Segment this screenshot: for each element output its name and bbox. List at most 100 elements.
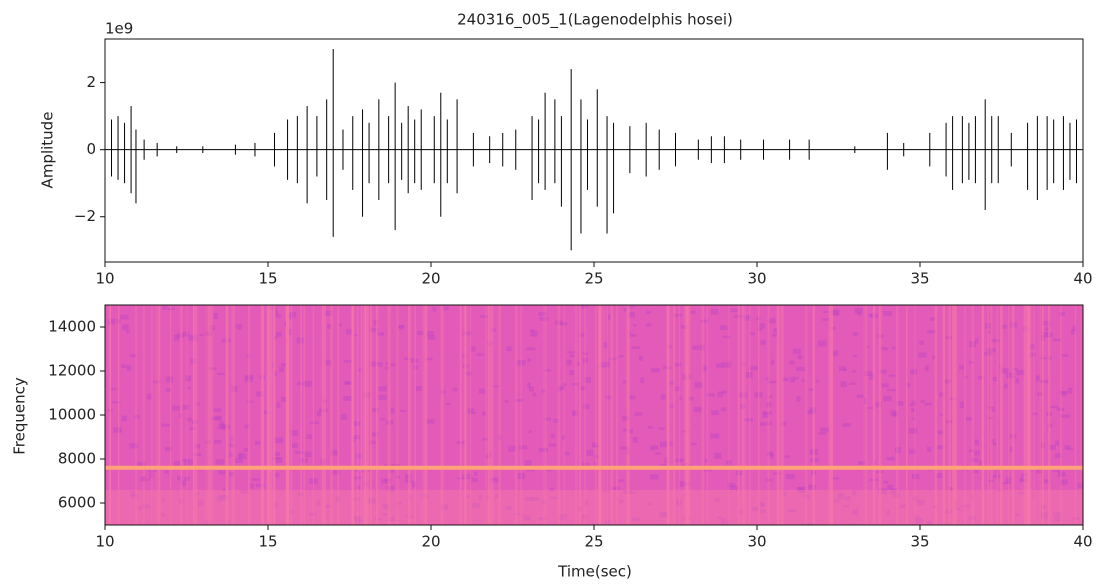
noise-speck — [739, 392, 748, 398]
click-streak — [688, 305, 691, 525]
noise-speck — [582, 352, 589, 355]
noise-speck — [550, 496, 559, 499]
noise-speck — [146, 393, 153, 400]
noise-speck — [669, 381, 675, 385]
click-streak — [830, 305, 834, 525]
noise-speck — [946, 420, 953, 424]
noise-speck — [639, 355, 643, 361]
noise-speck — [899, 504, 907, 509]
noise-speck — [161, 423, 171, 427]
noise-speck — [850, 523, 858, 525]
noise-speck — [199, 333, 204, 337]
noise-speck — [205, 331, 213, 336]
noise-speck — [129, 443, 139, 449]
click-streak — [267, 305, 271, 525]
noise-speck — [182, 404, 189, 410]
noise-speck — [482, 411, 487, 416]
click-streak — [990, 305, 993, 525]
noise-speck — [243, 447, 249, 452]
click-streak — [987, 305, 989, 525]
noise-speck — [130, 490, 136, 497]
noise-speck — [567, 351, 575, 354]
click-streak — [395, 305, 399, 525]
noise-speck — [852, 332, 859, 336]
noise-speck — [164, 470, 169, 474]
noise-speck — [171, 405, 181, 411]
x-axis-label: Time(sec) — [557, 563, 632, 581]
noise-speck — [837, 493, 845, 500]
noise-speck — [1057, 471, 1066, 477]
noise-speck — [487, 341, 493, 346]
click-streak — [741, 305, 744, 525]
noise-speck — [576, 362, 580, 366]
noise-speck — [869, 373, 876, 380]
noise-speck — [1045, 327, 1050, 332]
noise-speck — [456, 441, 466, 445]
click-streak — [557, 305, 561, 525]
noise-speck — [400, 409, 407, 412]
click-streak — [872, 305, 874, 525]
noise-speck — [310, 421, 319, 424]
click-streak — [520, 305, 522, 525]
noise-speck — [513, 512, 520, 515]
click-streak — [828, 305, 831, 525]
noise-speck — [831, 477, 840, 480]
noise-speck — [932, 505, 939, 509]
noise-speck — [395, 501, 402, 505]
noise-speck — [376, 332, 385, 336]
click-streak — [180, 305, 183, 525]
noise-speck — [719, 325, 728, 330]
noise-speck — [555, 320, 563, 326]
noise-speck — [1064, 445, 1071, 450]
noise-speck — [892, 346, 896, 350]
noise-speck — [386, 362, 390, 366]
noise-speck — [1031, 494, 1035, 498]
click-streak — [684, 305, 687, 525]
noise-speck — [487, 452, 492, 458]
noise-speck — [384, 366, 391, 370]
noise-speck — [987, 330, 992, 334]
noise-speck — [1009, 434, 1017, 439]
x-tick-label: 20 — [421, 270, 440, 288]
noise-speck — [148, 469, 158, 472]
noise-speck — [369, 327, 379, 333]
click-streak — [357, 305, 359, 525]
noise-speck — [1000, 368, 1010, 374]
click-streak — [1026, 305, 1028, 525]
noise-speck — [508, 445, 517, 452]
noise-speck — [659, 427, 665, 430]
noise-speck — [216, 496, 223, 502]
noise-speck — [756, 316, 761, 321]
noise-speck — [468, 411, 477, 414]
x-tick-label: 25 — [584, 533, 603, 551]
click-streak — [1026, 305, 1030, 525]
noise-speck — [166, 376, 173, 383]
noise-speck — [210, 325, 216, 331]
noise-speck — [886, 389, 896, 392]
noise-speck — [309, 478, 318, 484]
noise-speck — [611, 486, 620, 491]
noise-speck — [1072, 325, 1077, 331]
noise-speck — [177, 476, 183, 481]
click-streak — [135, 305, 138, 525]
noise-speck — [370, 361, 380, 367]
click-streak — [584, 305, 586, 525]
click-streak — [514, 305, 518, 525]
noise-speck — [345, 329, 353, 335]
click-streak — [375, 305, 378, 525]
click-streak — [424, 305, 427, 525]
click-streak — [935, 305, 938, 525]
noise-speck — [530, 330, 538, 337]
click-streak — [186, 305, 188, 525]
click-streak — [378, 305, 380, 525]
noise-speck — [410, 358, 419, 363]
noise-speck — [229, 443, 235, 448]
noise-speck — [557, 386, 562, 393]
noise-speck — [912, 473, 920, 479]
noise-speck — [330, 449, 338, 456]
click-streak — [192, 305, 195, 525]
noise-speck — [417, 330, 424, 336]
click-streak — [287, 305, 291, 525]
x-tick-label: 10 — [95, 533, 114, 551]
click-streak — [303, 305, 305, 525]
